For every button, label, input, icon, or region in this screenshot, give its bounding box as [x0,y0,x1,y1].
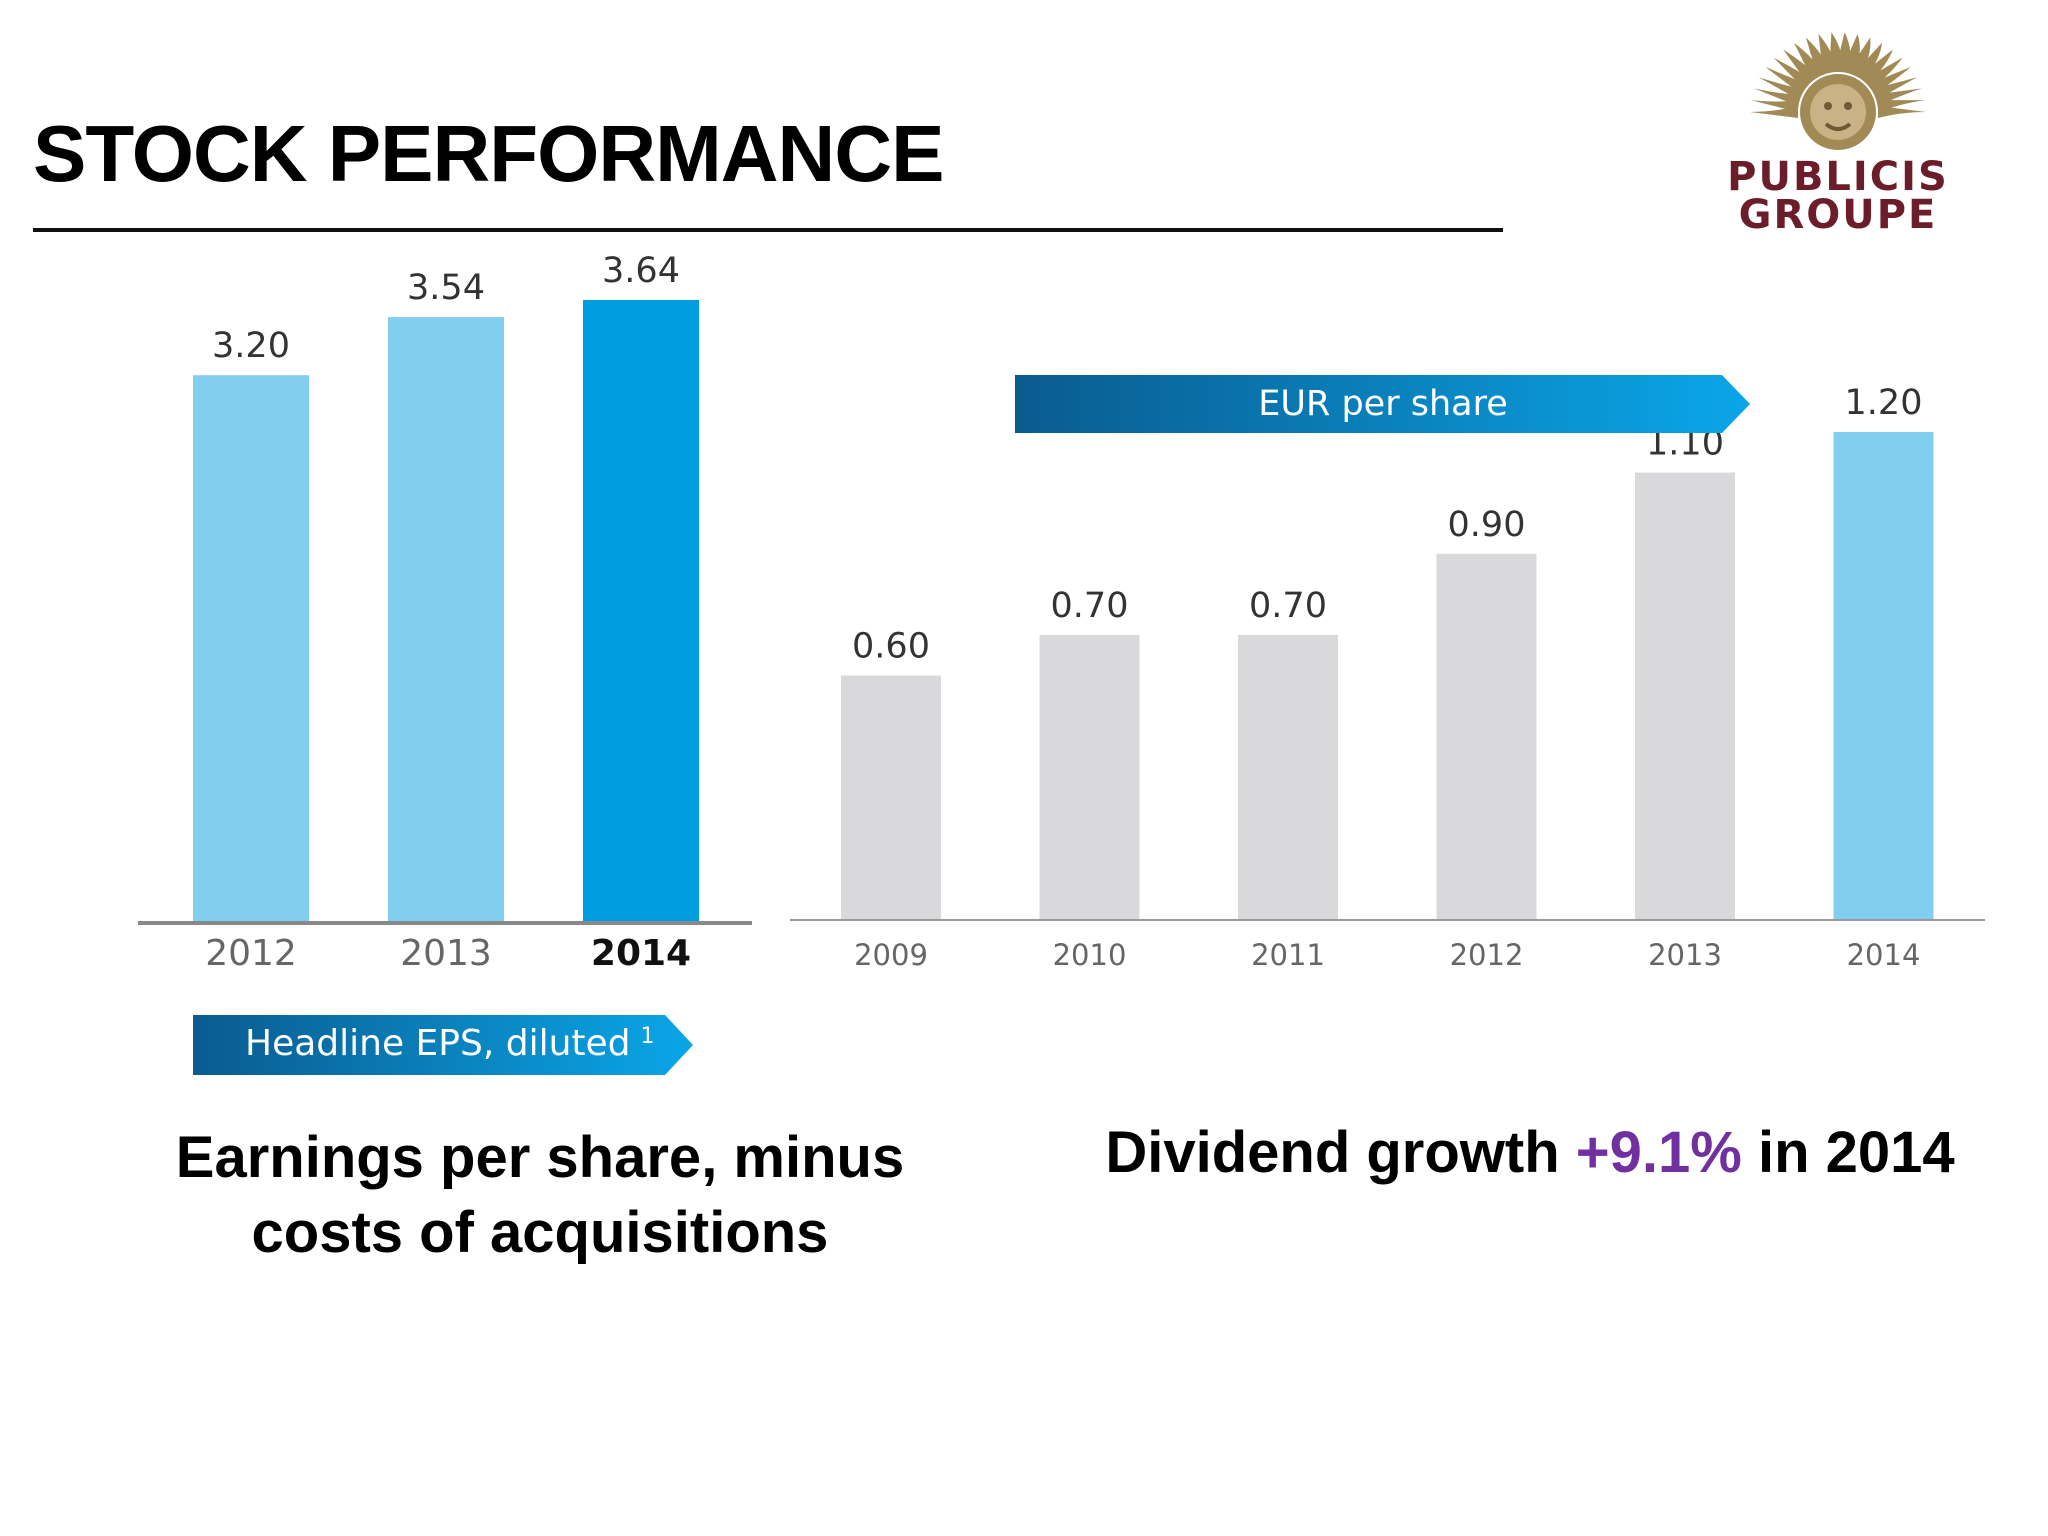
dividend-caption-suffix: in 2014 [1741,1120,1955,1185]
bar-1-2011 [1238,634,1338,919]
bar-1-2014 [1833,432,1934,919]
dividend-caption: Dividend growth +9.1% in 2014 [1100,1115,1960,1190]
dividend-growth-value: +9.1% [1575,1120,1742,1185]
data-label-0-2014: 3.64 [602,251,680,291]
data-label-0-2012: 3.20 [212,326,290,366]
lion-sun-icon [1750,32,1926,150]
data-label-1-2011: 0.70 [1249,586,1327,626]
series-title-0: Headline EPS, diluted 1 [245,1023,655,1064]
title-divider [33,228,1503,232]
bar-1-2012 [1436,553,1537,919]
data-label-1-2009: 0.60 [852,627,930,667]
tick-label-0-2012: 2012 [205,933,297,974]
eps-caption: Earnings per share, minus costs of acqui… [175,1125,905,1265]
data-label-1-2010: 0.70 [1051,586,1129,626]
page-title: STOCK PERFORMANCE [33,109,944,198]
bar-1-2010 [1039,634,1140,919]
data-label-1-2012: 0.90 [1448,505,1526,545]
tick-label-1-2013: 2013 [1648,938,1722,972]
bar-0-2012 [193,375,309,923]
series-label-arrow-1 [1015,375,1750,433]
tick-label-0-2014: 2014 [591,933,691,974]
tick-label-1-2012: 2012 [1450,938,1524,972]
logo-wordmark-line2: GROUPE [1738,192,1938,238]
company-logo: PUBLICIS GROUPE [1718,20,1958,235]
data-label-0-2013: 3.54 [407,268,485,308]
series-label-arrow-0 [193,1015,693,1075]
data-label-1-2014: 1.20 [1845,383,1923,423]
series-title-1: EUR per share [1258,384,1507,424]
tick-label-1-2014: 2014 [1847,938,1921,972]
tick-label-1-2009: 2009 [854,938,928,972]
bar-1-2009 [841,675,941,919]
dividend-caption-prefix: Dividend growth [1105,1120,1576,1185]
footnote-marker: 1 [641,1024,655,1049]
tick-label-0-2013: 2013 [400,933,492,974]
bar-0-2014 [583,300,699,922]
tick-label-1-2011: 2011 [1251,938,1325,972]
bar-0-2013 [388,317,504,923]
tick-label-1-2010: 2010 [1053,938,1127,972]
bar-1-2013 [1635,472,1735,919]
logo-wordmark-line1: PUBLICIS [1727,154,1949,200]
